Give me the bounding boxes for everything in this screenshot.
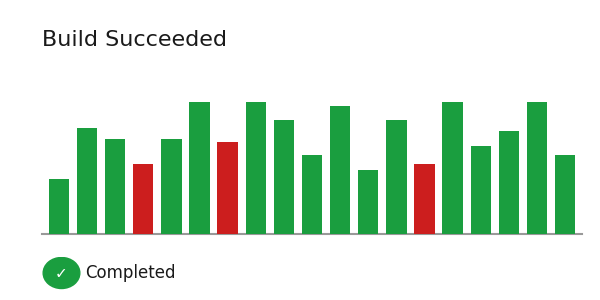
Text: Build Succeeded: Build Succeeded <box>42 30 227 50</box>
Bar <box>358 170 379 234</box>
Bar <box>105 139 125 234</box>
Bar <box>470 146 491 234</box>
Bar <box>415 164 434 234</box>
Text: Completed: Completed <box>85 264 176 282</box>
Bar <box>77 128 97 234</box>
Bar <box>245 102 266 234</box>
Bar <box>217 142 238 234</box>
Bar <box>330 106 350 234</box>
Bar <box>161 139 182 234</box>
Bar <box>555 155 575 234</box>
Bar <box>302 155 322 234</box>
Circle shape <box>43 257 80 289</box>
Bar <box>527 102 547 234</box>
Bar <box>190 102 209 234</box>
Bar <box>499 131 519 234</box>
Bar <box>274 120 294 234</box>
Text: ✓: ✓ <box>55 266 68 281</box>
Bar <box>386 120 407 234</box>
Bar <box>49 179 69 234</box>
Bar <box>133 164 154 234</box>
Bar <box>442 102 463 234</box>
